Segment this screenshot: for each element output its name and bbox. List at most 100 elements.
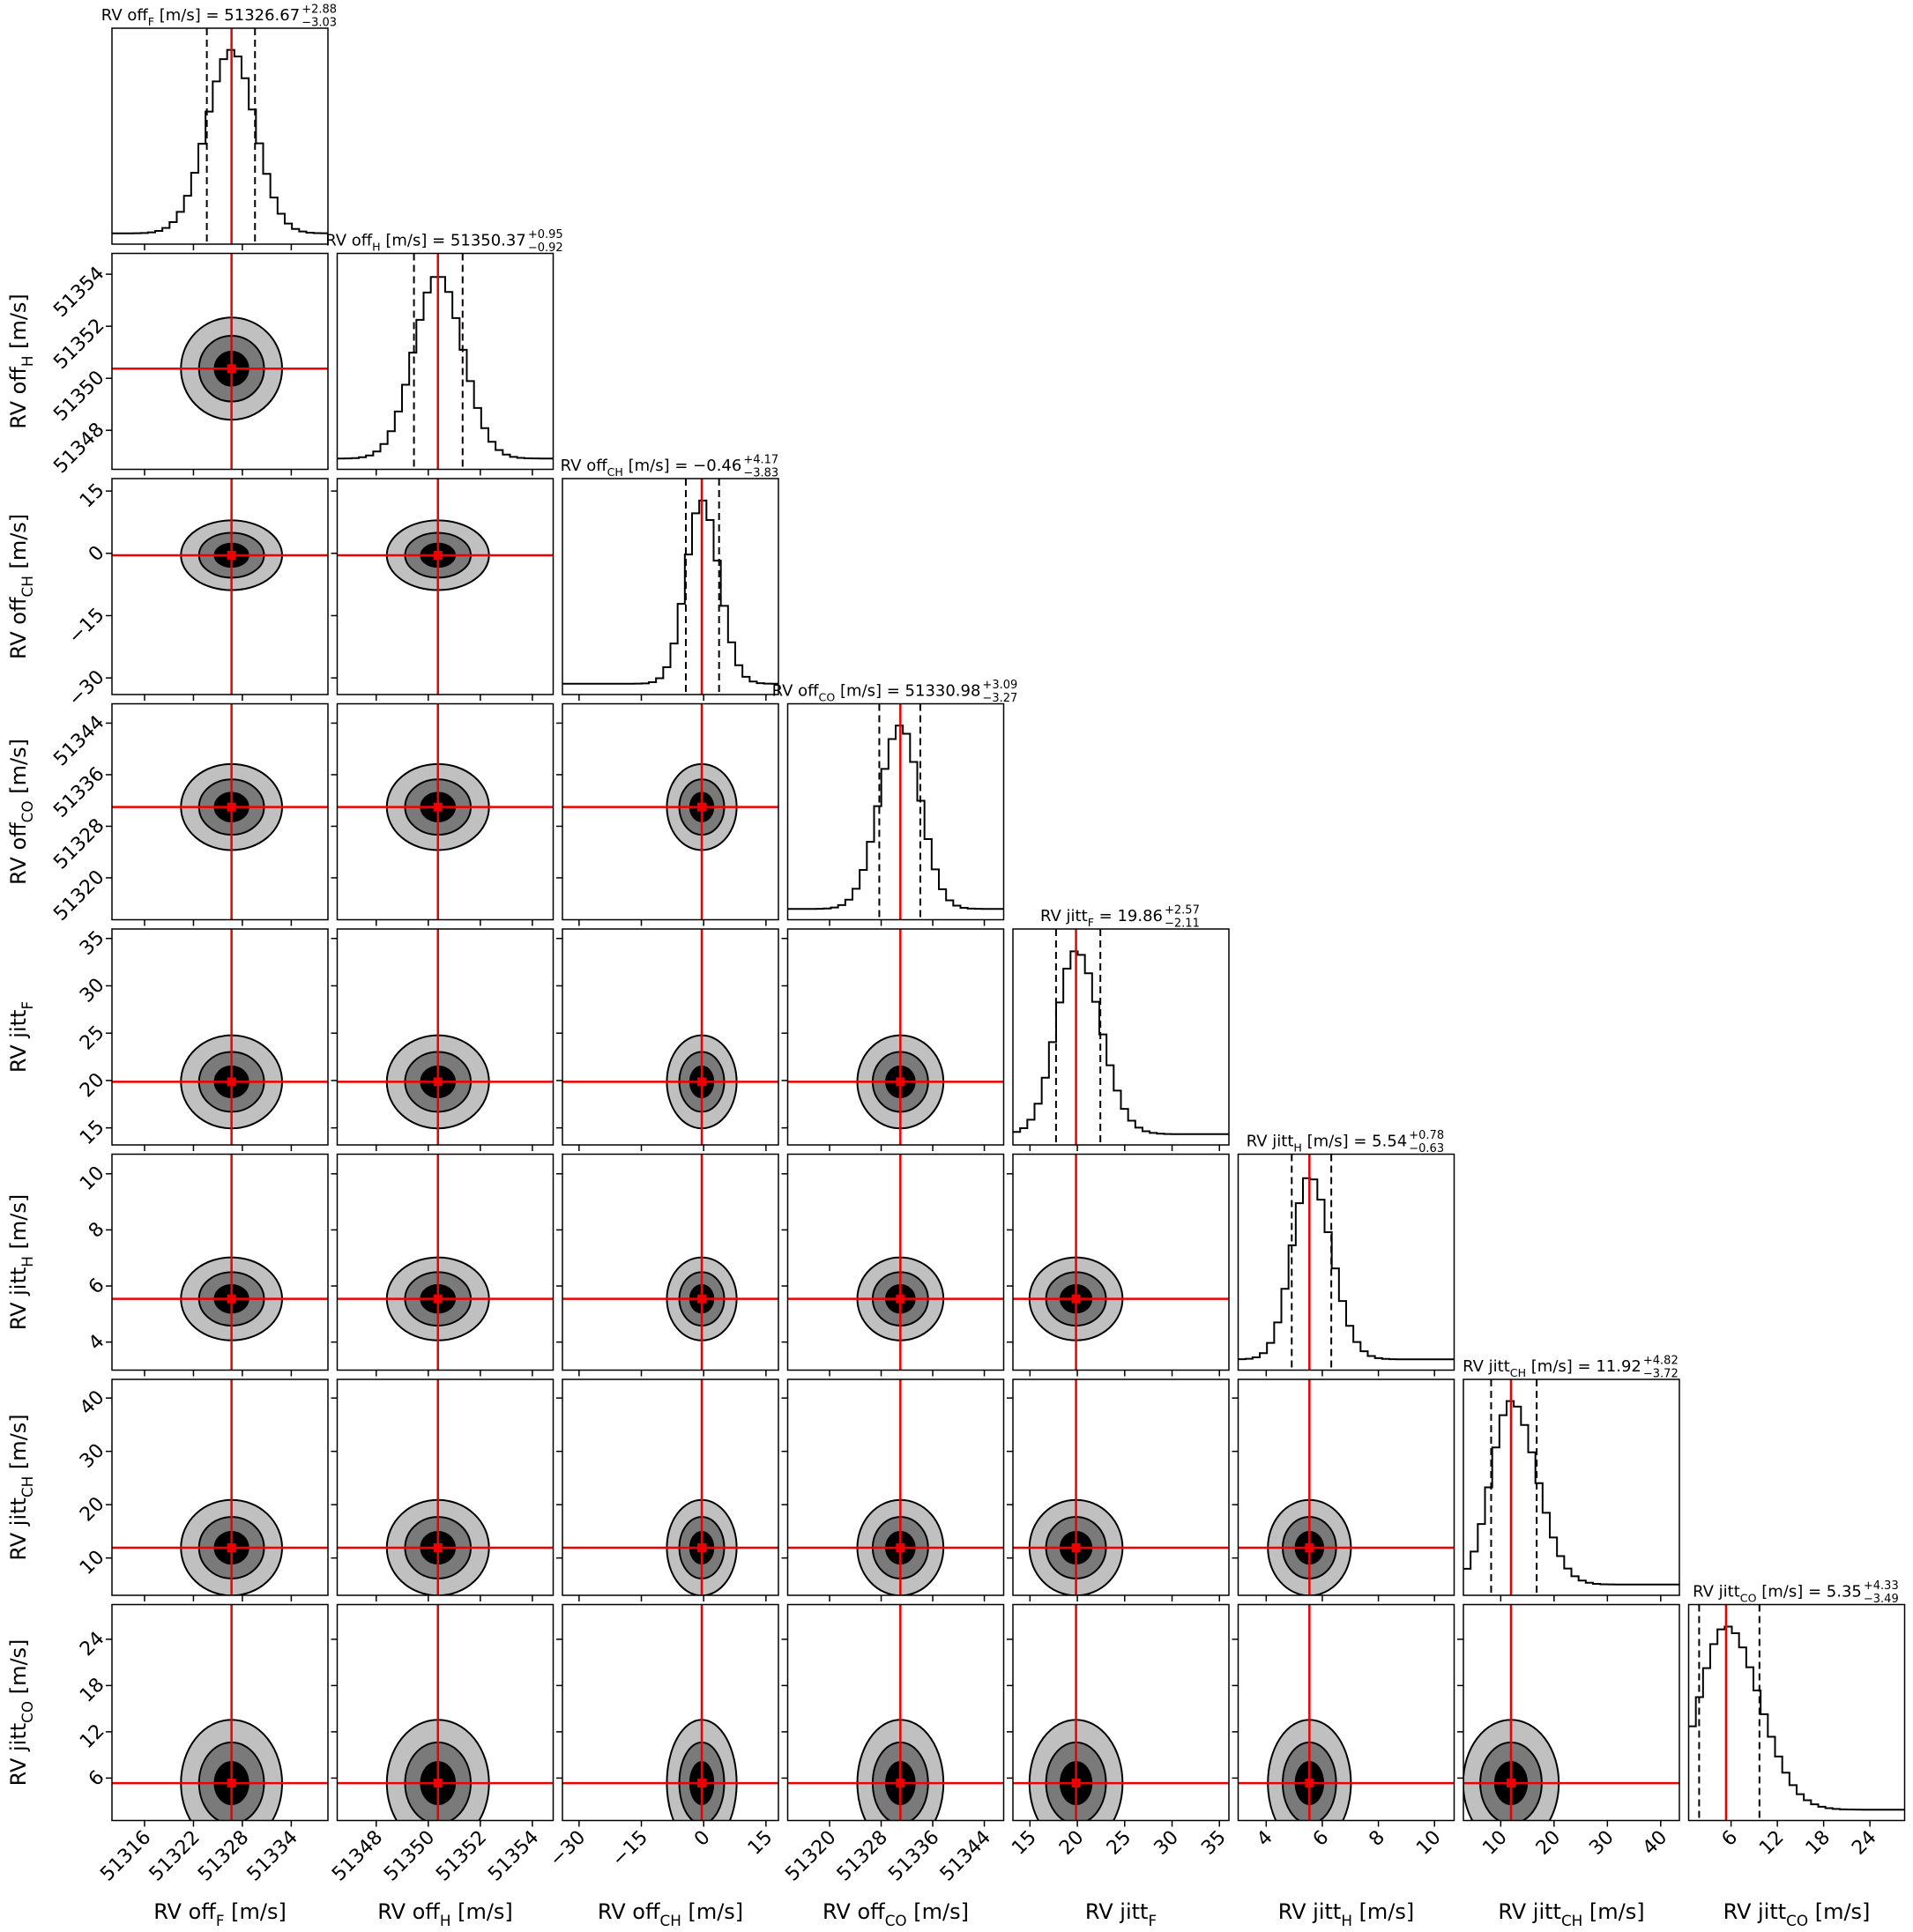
label-unit: [m/s]: [1808, 1899, 1870, 1924]
panel-frame: [111, 478, 329, 695]
label-sub: F: [19, 1001, 36, 1010]
histogram: [112, 48, 328, 234]
y-tick-label: −15: [64, 604, 109, 649]
panel-frame: [336, 928, 555, 1146]
truth-point: [433, 802, 443, 812]
label-sub: CO: [885, 1912, 907, 1929]
panel-frame: [786, 1153, 1005, 1371]
title-minus: −3.27: [982, 692, 1017, 705]
y-tick-label: 30: [76, 1439, 108, 1472]
y-tick-label: 51336: [49, 763, 108, 822]
title-minus: −3.03: [301, 17, 337, 30]
label-sub: CO: [1740, 1592, 1757, 1605]
title-value: [m/s] = 5.35: [1757, 1583, 1862, 1601]
x-tick-label: 4: [1253, 1826, 1277, 1851]
x-tick-label: 15: [1008, 1826, 1040, 1859]
histogram: [1463, 1400, 1679, 1586]
x-tick-label: 20: [1532, 1826, 1565, 1859]
panel-frame: [786, 1603, 1005, 1822]
y-tick-label: 6: [85, 1766, 109, 1791]
title-value: [m/s] = 11.92: [1526, 1357, 1641, 1376]
x-tick-label: 51354: [484, 1826, 543, 1885]
x-tick-label: 51344: [936, 1826, 995, 1885]
y-axis-label: RV jittCO [m/s]: [6, 1639, 36, 1787]
x-axis-label: RV jittCH [m/s]: [1498, 1899, 1644, 1929]
label-name: RV off: [823, 1899, 885, 1924]
label-name: RV jitt: [1693, 1583, 1740, 1601]
x-tick-label: 10: [1412, 1826, 1445, 1859]
x-tick-label: 51352: [432, 1826, 491, 1885]
x-tick-label: 51350: [380, 1826, 439, 1885]
panel-frame: [111, 252, 329, 471]
truth-point: [227, 1294, 236, 1304]
x-tick-label: 10: [1478, 1826, 1511, 1859]
x-axis-label: RV offCH [m/s]: [598, 1899, 743, 1929]
y-tick-label: 51344: [49, 711, 108, 770]
title-plus: +0.95: [528, 228, 563, 242]
label-unit: [m/s]: [224, 1899, 286, 1924]
label-unit: [m/s]: [1352, 1899, 1414, 1924]
panel-frame: [1687, 1603, 1906, 1822]
panel-frame: [111, 27, 329, 245]
label-name: RV off: [325, 232, 373, 250]
title-value: [m/s] = 5.54: [1302, 1133, 1407, 1151]
truth-point: [1305, 1779, 1314, 1788]
label-name: RV jitt: [6, 1723, 31, 1787]
label-name: RV off: [6, 367, 31, 429]
label-sub: CO: [819, 691, 836, 704]
label-name: RV off: [101, 6, 149, 25]
truth-point: [227, 550, 236, 560]
x-tick-label: 25: [1103, 1826, 1135, 1859]
panel-frame: [1237, 1153, 1455, 1371]
x-tick-label: 18: [1802, 1826, 1835, 1859]
panel-title: RV offF [m/s] = 51326.67: [101, 6, 300, 28]
truth-point: [227, 364, 236, 374]
label-unit: [m/s]: [6, 739, 31, 800]
truth-point: [896, 1077, 905, 1087]
label-unit: [m/s]: [6, 1639, 31, 1701]
y-tick-label: 51320: [49, 866, 108, 925]
truth-point: [227, 1543, 236, 1553]
truth-point: [433, 1779, 443, 1788]
x-tick-label: 0: [690, 1826, 715, 1851]
label-name: RV off: [772, 682, 820, 701]
truth-point: [1071, 1543, 1081, 1553]
y-axis-label: RV jittH [m/s]: [6, 1194, 36, 1331]
title-plus: +4.33: [1864, 1579, 1899, 1593]
x-tick-label: 51320: [781, 1826, 840, 1885]
label-unit: [m/s]: [6, 1414, 31, 1475]
panel-frame: [1012, 928, 1230, 1146]
label-sub: H: [19, 1256, 36, 1267]
panel-title: RV jittCH [m/s] = 11.92: [1463, 1357, 1641, 1379]
x-tick-label: 30: [1150, 1826, 1183, 1859]
histogram: [1688, 1625, 1905, 1811]
x-tick-label: 40: [1639, 1826, 1671, 1859]
y-tick-label: 51350: [49, 367, 108, 426]
title-plus: +3.09: [982, 679, 1017, 692]
x-tick-label: 8: [1365, 1826, 1389, 1851]
panel-title: RV offCH [m/s] = −0.46: [561, 457, 742, 479]
y-tick-label: 10: [76, 1546, 108, 1579]
truth-point: [697, 1294, 707, 1304]
label-unit: [m/s]: [6, 1194, 31, 1256]
truth-point: [433, 550, 443, 560]
title-value: = 19.86: [1094, 907, 1163, 925]
label-sub: F: [148, 15, 154, 28]
truth-point: [433, 1294, 443, 1304]
panel-frame: [111, 702, 329, 921]
label-name: RV jitt: [6, 1497, 31, 1561]
panel-title: RV offCO [m/s] = 51330.98: [772, 682, 981, 704]
panel-frame: [562, 702, 779, 921]
truth-point: [697, 802, 707, 812]
x-tick-label: −30: [546, 1826, 591, 1871]
panel-frame: [336, 478, 555, 695]
truth-point: [433, 1543, 443, 1553]
panel-frame: [1237, 1603, 1455, 1822]
panel-frame: [1012, 1378, 1230, 1596]
panel-frame: [111, 1378, 329, 1596]
label-name: RV off: [598, 1899, 660, 1924]
y-tick-label: 15: [76, 479, 108, 512]
panel-frame: [562, 928, 779, 1146]
panel-frame: [336, 252, 555, 471]
